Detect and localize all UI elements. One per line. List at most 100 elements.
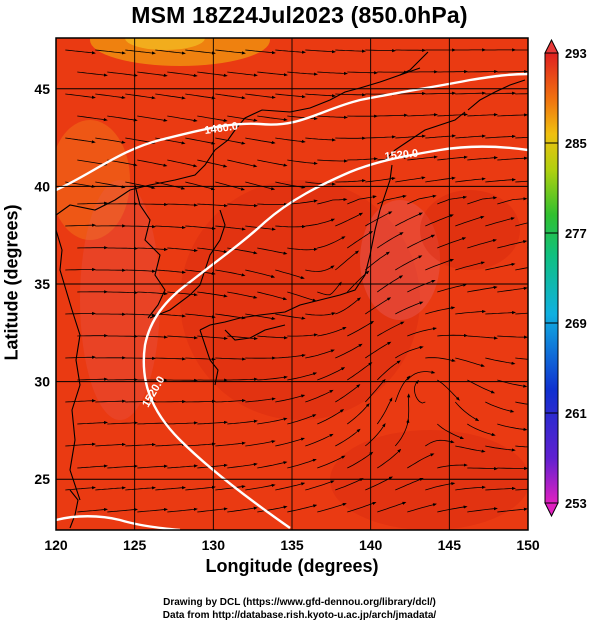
wind-streamline bbox=[257, 159, 288, 167]
wind-streamline bbox=[245, 440, 276, 447]
wind-streamline bbox=[455, 445, 486, 453]
wind-streamline bbox=[395, 255, 423, 271]
wind-streamline bbox=[167, 335, 198, 340]
wind-streamline bbox=[365, 135, 396, 139]
wind-streamline bbox=[95, 442, 126, 447]
colorbar-tick-label: 293 bbox=[565, 46, 587, 61]
wind-streamline bbox=[227, 159, 258, 168]
colorbar-max-arrow bbox=[544, 38, 559, 54]
wind-streamline bbox=[317, 326, 347, 337]
credit-line-2: Data from http://database.rish.kyoto-u.a… bbox=[162, 610, 437, 621]
wind-streamline bbox=[467, 156, 498, 161]
wind-streamline bbox=[197, 507, 228, 513]
wind-streamline bbox=[125, 49, 156, 55]
wind-streamline bbox=[275, 225, 306, 229]
colorbar-tick-label: 261 bbox=[565, 406, 587, 421]
wind-streamline bbox=[65, 267, 97, 272]
wind-streamline bbox=[425, 482, 456, 491]
x-tick-label: 145 bbox=[438, 537, 462, 553]
wind-streamline bbox=[515, 357, 528, 360]
wind-streamline bbox=[425, 439, 455, 447]
wind-streamline bbox=[407, 155, 438, 161]
wind-streamline bbox=[215, 93, 246, 100]
wind-streamline bbox=[467, 335, 498, 340]
wind-streamline bbox=[77, 377, 109, 381]
wind-streamline bbox=[185, 442, 216, 447]
wind-streamline bbox=[305, 389, 334, 403]
wind-streamline bbox=[137, 202, 169, 207]
wind-streamline bbox=[365, 341, 392, 359]
wind-streamline bbox=[65, 442, 96, 447]
wind-streamline bbox=[317, 503, 347, 513]
wind-streamline bbox=[467, 239, 497, 249]
wind-streamline bbox=[395, 176, 426, 183]
wind-streamline bbox=[467, 196, 498, 205]
colorbar: 293 285 277 269 261 253 bbox=[544, 38, 587, 518]
wind-streamline bbox=[125, 486, 156, 491]
wind-streamline bbox=[155, 49, 186, 55]
credits: Drawing by DCL (https://www.gfd-dennou.o… bbox=[0, 596, 599, 622]
wind-streamline bbox=[137, 421, 169, 425]
wind-streamline bbox=[497, 113, 528, 117]
wind-streamline bbox=[227, 115, 258, 122]
wind-streamline bbox=[227, 203, 258, 208]
y-axis-label: Latitude (degrees) bbox=[1, 204, 22, 361]
y-tick-label: 45 bbox=[34, 81, 50, 97]
wind-streamline bbox=[347, 362, 373, 381]
wind-streamline bbox=[365, 49, 397, 53]
wind-streamline bbox=[395, 301, 424, 315]
credit-line-1: Drawing by DCL (https://www.gfd-dennou.o… bbox=[163, 597, 436, 608]
wind-streamline bbox=[257, 335, 288, 340]
wind-streamline bbox=[335, 179, 366, 183]
wind-streamline bbox=[185, 225, 216, 230]
wind-streamline bbox=[95, 137, 126, 144]
wind-streamline bbox=[275, 49, 306, 54]
wind-streamline bbox=[107, 291, 139, 295]
wind-streamline bbox=[335, 343, 363, 359]
wind-streamline bbox=[185, 313, 216, 319]
x-tick-label: 135 bbox=[280, 537, 304, 553]
wind-streamline bbox=[485, 311, 516, 315]
wind-streamline bbox=[497, 197, 528, 205]
wind-streamline bbox=[515, 312, 528, 315]
wind-streamline bbox=[425, 306, 456, 315]
wind-streamline bbox=[275, 313, 306, 320]
wind-streamline bbox=[455, 134, 486, 139]
wind-streamline bbox=[245, 181, 276, 191]
wind-streamline bbox=[347, 195, 377, 205]
chart-title: MSM 18Z24Jul2023 (850.0hPa) bbox=[131, 2, 468, 28]
wind-streamline bbox=[215, 357, 247, 361]
wind-streamline bbox=[335, 428, 361, 447]
wind-streamline bbox=[365, 176, 396, 183]
wind-streamline bbox=[497, 507, 528, 513]
wind-streamline bbox=[107, 464, 138, 469]
wind-streamline bbox=[515, 445, 528, 448]
wind-streamline bbox=[455, 485, 486, 491]
wind-streamline bbox=[65, 311, 97, 316]
wind-streamline bbox=[95, 49, 126, 55]
wind-streamline bbox=[275, 93, 306, 99]
wind-streamline bbox=[497, 156, 528, 161]
wind-streamline bbox=[65, 93, 96, 99]
wind-streamline bbox=[467, 467, 499, 471]
wind-streamline bbox=[257, 505, 288, 513]
wind-streamline bbox=[407, 279, 436, 293]
wind-streamline bbox=[467, 113, 498, 117]
wind-streamline bbox=[485, 401, 515, 413]
wind-streamline bbox=[437, 505, 468, 513]
wind-streamline bbox=[257, 461, 288, 469]
wind-streamline bbox=[275, 353, 306, 359]
wind-streamline bbox=[155, 269, 186, 274]
wind-streamline bbox=[437, 237, 467, 249]
colorbar-min-arrow bbox=[544, 502, 559, 518]
x-tick-label: 125 bbox=[123, 537, 147, 553]
wind-streamline bbox=[305, 181, 336, 186]
wind-streamline bbox=[317, 115, 348, 119]
wind-streamline bbox=[65, 137, 96, 144]
wind-streamline bbox=[125, 399, 157, 404]
wind-streamline bbox=[467, 423, 496, 436]
wind-streamline bbox=[185, 181, 216, 191]
wind-streamline bbox=[257, 417, 288, 425]
wind-streamline bbox=[407, 453, 435, 469]
colorbar-tick-label: 253 bbox=[565, 496, 587, 511]
